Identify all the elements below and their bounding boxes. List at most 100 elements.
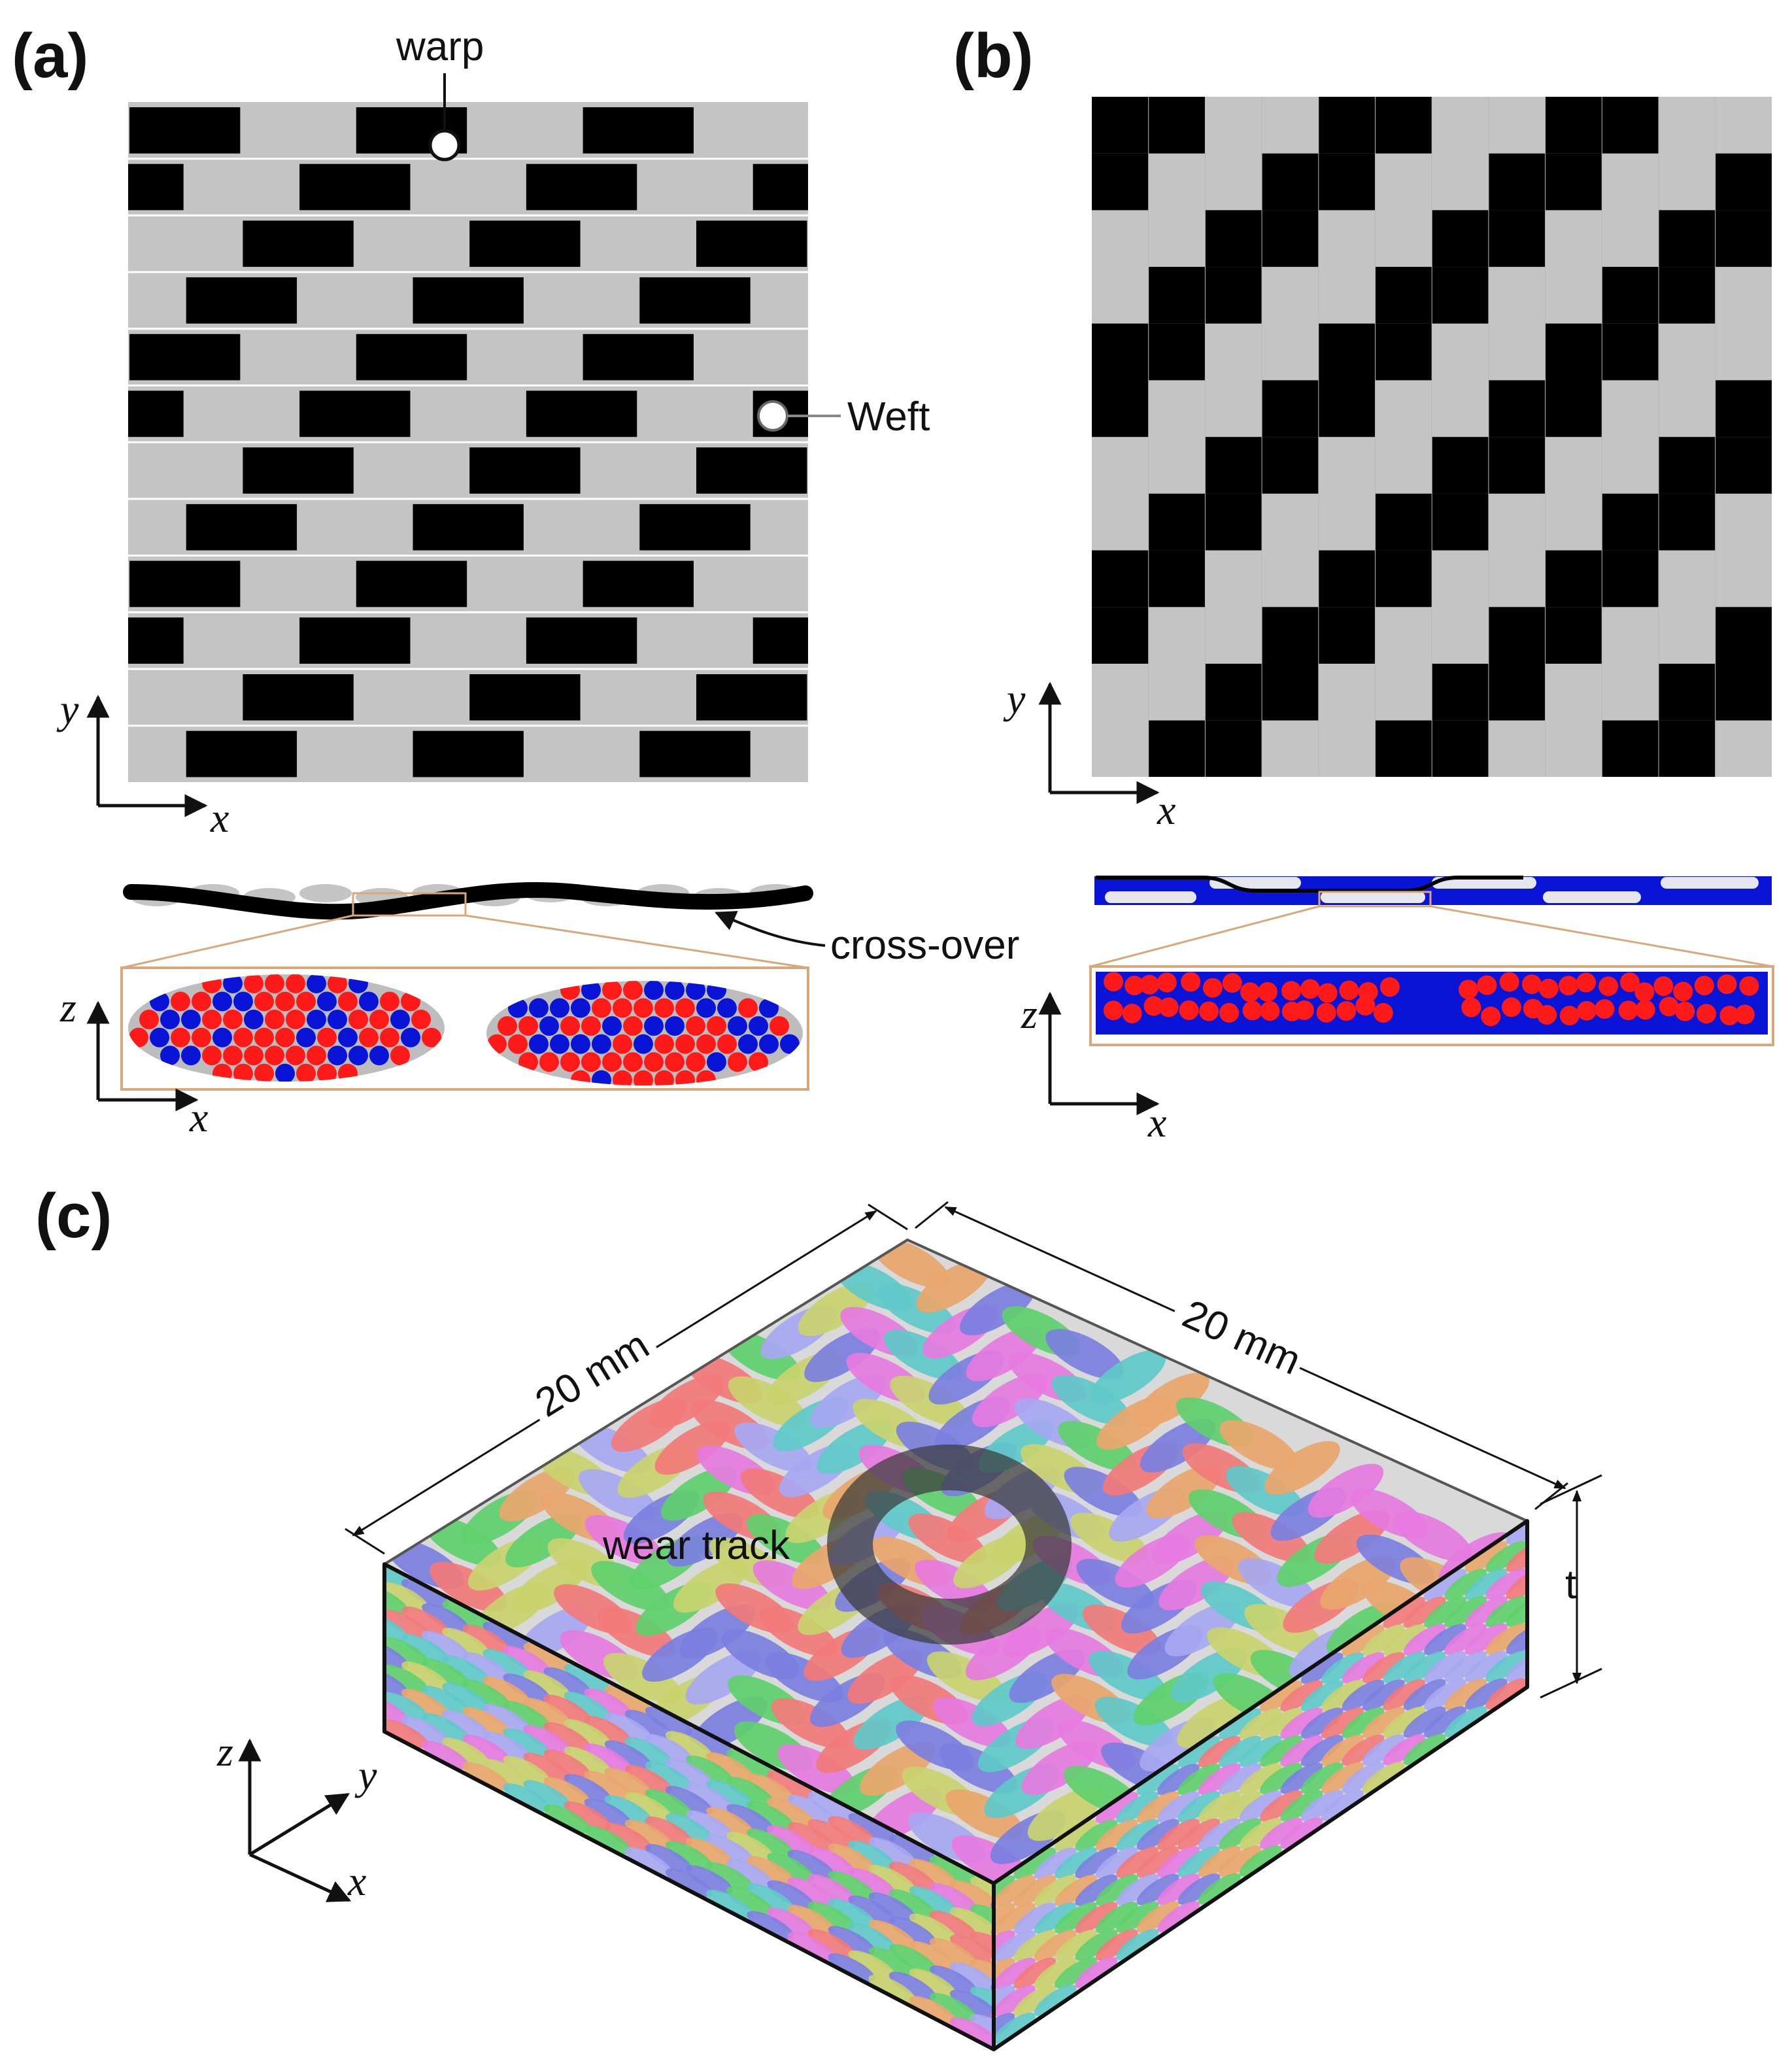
satin-tow-segment xyxy=(1092,380,1149,437)
weft-tow-segment xyxy=(696,447,807,494)
tow xyxy=(1239,1763,1282,1794)
fiber xyxy=(1124,976,1145,996)
tow xyxy=(1260,1790,1302,1822)
fiber xyxy=(160,1046,180,1066)
fiber xyxy=(171,1027,190,1048)
tow xyxy=(888,1862,936,1890)
tow xyxy=(747,1883,794,1912)
fiber xyxy=(560,1016,580,1036)
fiber xyxy=(728,1052,747,1072)
tow xyxy=(807,1819,855,1848)
fiber xyxy=(592,1034,611,1054)
fiber xyxy=(539,1016,559,1036)
tow xyxy=(1362,1652,1405,1684)
crossover-callout: cross-over xyxy=(715,911,1019,968)
tow-section xyxy=(1543,891,1641,903)
tow xyxy=(994,2012,1036,2044)
fiber xyxy=(1461,997,1481,1017)
tow xyxy=(543,1667,591,1696)
tow xyxy=(1260,1680,1302,1712)
tow xyxy=(429,1562,508,1612)
tow xyxy=(645,1706,692,1736)
tow xyxy=(1506,1568,1527,1599)
tow xyxy=(1034,1985,1077,2016)
fiber xyxy=(707,1052,726,1072)
satin-tow-segment xyxy=(979,210,1092,267)
tow xyxy=(758,1606,837,1656)
tow xyxy=(666,1813,713,1842)
tow xyxy=(828,1816,875,1845)
tow xyxy=(1177,1791,1221,1822)
tow xyxy=(848,1813,896,1842)
tow-section xyxy=(1432,877,1536,889)
fiber xyxy=(1559,976,1578,996)
fiber xyxy=(254,1063,274,1082)
tow xyxy=(1116,1928,1159,1960)
tow xyxy=(384,1582,429,1611)
tow xyxy=(1260,1817,1302,1849)
fiber xyxy=(244,974,263,993)
tow xyxy=(1403,1679,1446,1711)
tow xyxy=(1164,1602,1241,1656)
tow xyxy=(848,1895,896,1924)
tow xyxy=(767,1907,815,1937)
fiber xyxy=(644,1052,664,1072)
tow xyxy=(1383,1706,1426,1738)
tow xyxy=(1055,1957,1097,1989)
fiber xyxy=(1659,997,1679,1017)
weft-tow-segment xyxy=(469,674,581,721)
fiber xyxy=(1537,1004,1557,1025)
fiber xyxy=(317,1063,337,1082)
tow xyxy=(747,1828,794,1857)
fiber xyxy=(286,1046,305,1066)
tow xyxy=(482,1649,530,1678)
tow xyxy=(1075,1957,1118,1989)
fiber xyxy=(665,981,685,1000)
tow xyxy=(777,1744,856,1794)
tow xyxy=(1239,1736,1282,1767)
fiber xyxy=(675,1034,695,1054)
weft-tow-segment xyxy=(413,277,524,324)
fiber xyxy=(223,1010,243,1029)
weft-tow-segment xyxy=(809,107,920,154)
fiber xyxy=(1598,976,1619,997)
weft-tow-segment xyxy=(356,560,467,607)
tow xyxy=(1260,1707,1302,1739)
tow xyxy=(1424,1679,1466,1711)
tow xyxy=(828,1926,875,1955)
tow xyxy=(1232,1512,1310,1562)
weft-tow-segment xyxy=(299,390,411,437)
twill-weave-pattern-a xyxy=(128,102,977,782)
tow xyxy=(597,1607,676,1657)
tow xyxy=(686,1810,734,1839)
tow xyxy=(1444,1624,1487,1655)
weft-tow-segment xyxy=(752,163,808,211)
fiber xyxy=(380,991,399,1012)
fiber xyxy=(560,1052,580,1072)
tow xyxy=(949,2017,994,2046)
tow xyxy=(1485,1596,1527,1628)
tow xyxy=(1015,1695,1091,1749)
tow xyxy=(442,1628,490,1656)
tow xyxy=(666,1868,713,1897)
tow xyxy=(442,1710,490,1739)
weft-tow-segment xyxy=(866,731,977,778)
fiber xyxy=(707,1016,726,1036)
fiber xyxy=(317,991,337,1012)
tow xyxy=(1280,1762,1323,1794)
tow xyxy=(747,1856,794,1885)
tow xyxy=(604,1822,652,1852)
fiber xyxy=(508,1034,528,1054)
tow xyxy=(1362,1762,1405,1794)
tow xyxy=(853,1696,930,1750)
tow xyxy=(828,1871,875,1900)
satin-tow-segment xyxy=(865,324,978,381)
tow xyxy=(1239,1845,1282,1877)
fiber xyxy=(686,981,705,1000)
tow xyxy=(929,1938,977,1967)
axis-z-label-c: z xyxy=(216,1728,233,1775)
tow xyxy=(584,1716,632,1745)
tow xyxy=(645,1843,692,1873)
tow xyxy=(1321,1707,1364,1739)
fiber xyxy=(1696,1004,1716,1024)
